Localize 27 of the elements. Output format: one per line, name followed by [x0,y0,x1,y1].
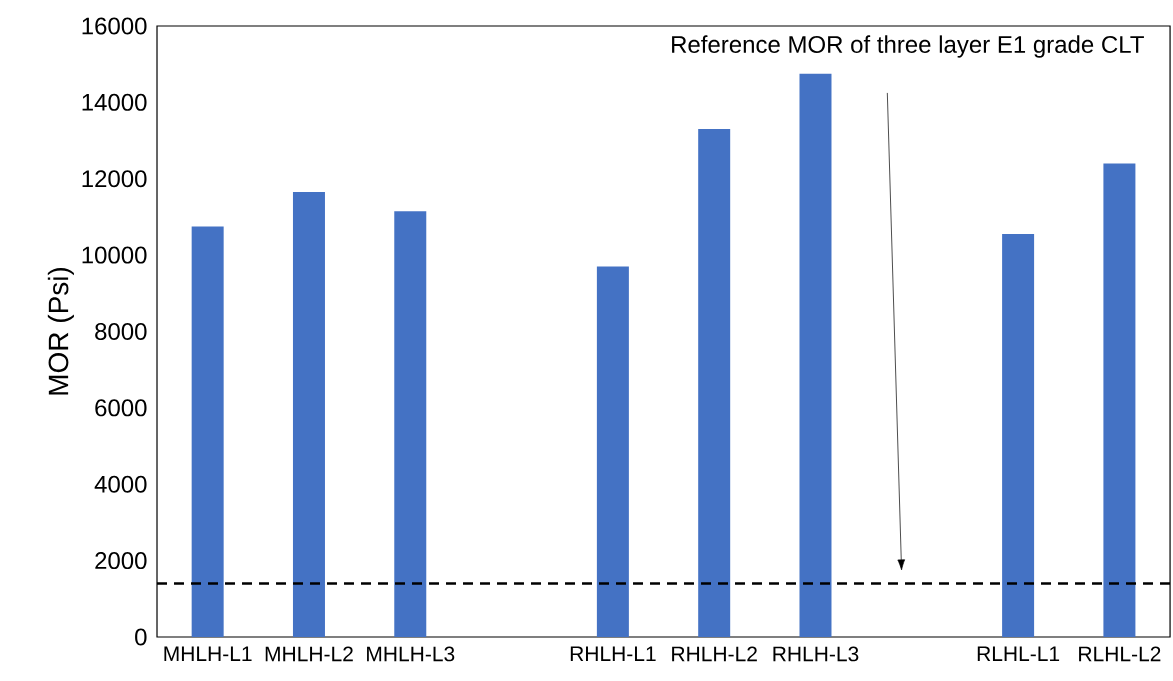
y-tick-label: 16000 [82,17,147,35]
x-tick-label: RLHL-L1 [977,646,1060,661]
bar [799,73,832,637]
y-tick-label: 6000 [95,399,147,417]
x-tick-label: RHLH-L3 [773,646,859,662]
x-tick-label: MHLH-L1 [164,646,252,661]
x-tick-label: MHLH-L3 [367,646,455,662]
x-tick-label: RHLH-L1 [570,646,656,661]
bar [191,226,224,637]
y-tick-label: 2000 [95,552,147,570]
y-tick-label: 12000 [82,170,147,188]
bar [1002,234,1035,637]
bar [596,266,629,637]
y-tick-label: 8000 [95,322,147,340]
x-tick-label: RHLH-L2 [672,646,757,662]
x-tick-label: MHLH-L2 [265,646,353,662]
x-tick-label: RLHL-L2 [1079,646,1161,662]
y-tick-label: 14000 [82,93,147,111]
y-tick-label: 0 [135,628,147,646]
bar [698,129,731,637]
y-tick-label: 10000 [82,246,147,264]
bar [1103,163,1136,637]
y-axis-title: MOR (Psi) [47,267,74,395]
y-tick-label: 4000 [94,475,147,493]
ref-line-label: Reference MOR of three layer E1 grade CLT [672,35,1144,58]
bar [394,211,427,637]
bar [292,192,325,637]
